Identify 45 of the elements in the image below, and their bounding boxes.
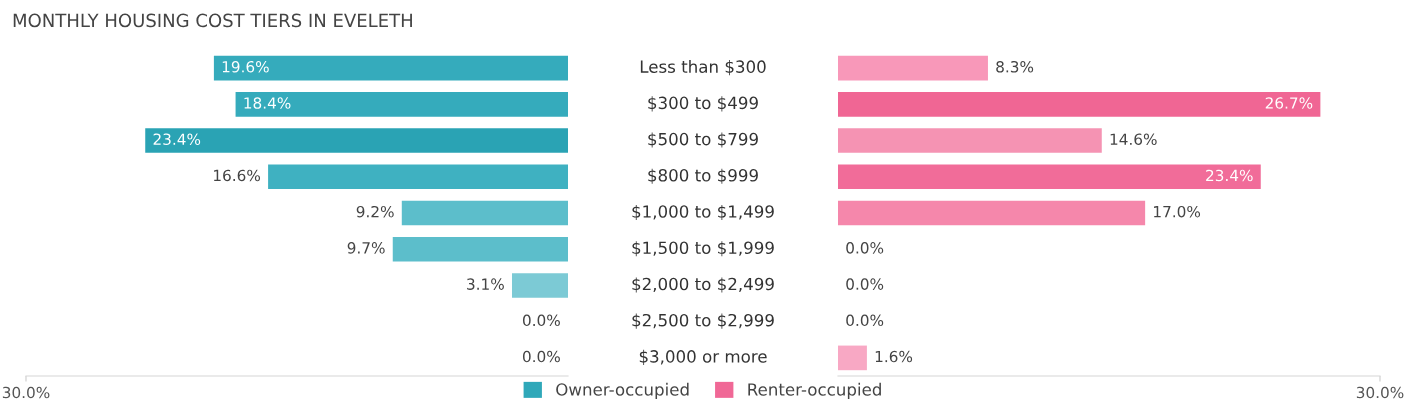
y-tick-label: $800 to $999 <box>648 168 758 184</box>
data-label: 17.0% <box>1154 205 1201 218</box>
data-label: 0.0% <box>522 350 560 363</box>
bar <box>838 164 1261 190</box>
legend-label: Renter-occupied <box>748 382 881 399</box>
bar <box>838 200 1146 226</box>
y-tick-label: $1,500 to $1,999 <box>632 241 774 257</box>
data-label: 23.4% <box>153 133 201 145</box>
bar <box>213 55 568 81</box>
x-tick-label: 30.0% <box>2 386 50 399</box>
data-label: 16.6% <box>214 169 261 182</box>
data-label: 1.6% <box>875 350 913 363</box>
bar <box>838 55 988 81</box>
data-label: 14.6% <box>1110 133 1157 145</box>
bar <box>235 92 568 117</box>
y-tick-label: $3,000 or more <box>639 349 767 365</box>
y-tick-label: Less than $300 <box>640 60 766 76</box>
data-label: 3.1% <box>467 278 504 290</box>
bar <box>838 345 867 371</box>
bar <box>392 236 568 262</box>
x-tick-label: 30.0% <box>1356 386 1404 399</box>
bar <box>401 200 568 226</box>
bar <box>511 273 568 298</box>
bar <box>145 128 568 153</box>
data-label: 18.4% <box>244 97 291 109</box>
data-label: 8.3% <box>996 60 1034 73</box>
y-tick-label: $2,500 to $2,999 <box>632 313 774 329</box>
y-tick-label: $500 to $799 <box>648 132 758 148</box>
bar <box>268 164 568 190</box>
data-label: 23.4% <box>1206 169 1253 182</box>
y-tick-label: $2,000 to $2,499 <box>632 277 774 293</box>
data-label: 9.7% <box>347 242 385 254</box>
y-tick-label: $1,000 to $1,499 <box>632 204 774 221</box>
legend-label: Owner-occupied <box>556 382 689 399</box>
data-label: 26.7% <box>1265 97 1313 109</box>
data-label: 0.0% <box>846 242 884 254</box>
data-label: 0.0% <box>846 278 884 290</box>
data-label: 19.6% <box>222 60 269 73</box>
bar <box>838 128 1102 153</box>
data-label: 0.0% <box>522 314 560 327</box>
y-tick-label: $300 to $499 <box>648 96 758 112</box>
bar <box>838 92 1321 117</box>
data-label: 0.0% <box>846 314 884 327</box>
data-label: 9.2% <box>356 205 394 218</box>
chart-title: MONTHLY HOUSING COST TIERS IN EVELETH <box>13 13 412 28</box>
